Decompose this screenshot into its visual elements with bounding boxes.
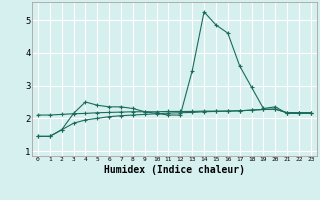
X-axis label: Humidex (Indice chaleur): Humidex (Indice chaleur) — [104, 165, 245, 175]
